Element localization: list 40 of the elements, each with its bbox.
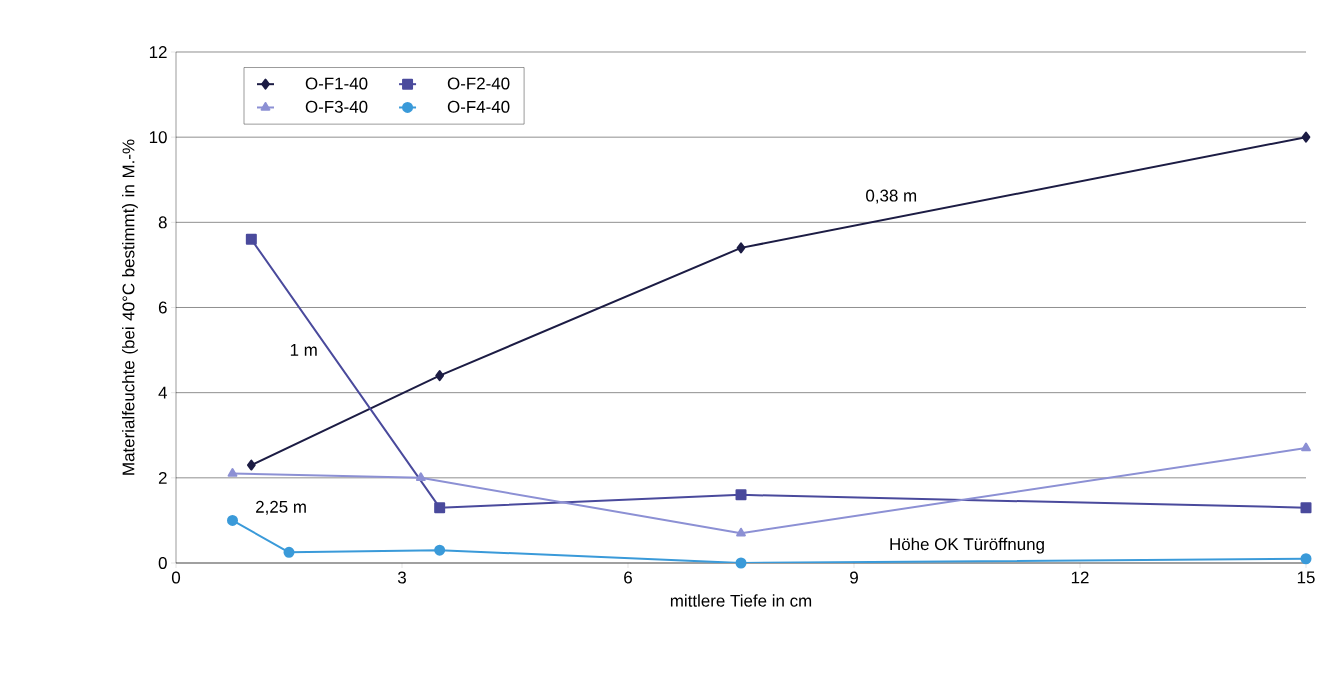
annotation: Höhe OK Türöffnung <box>890 537 1044 554</box>
annotation: 0,38 m <box>866 189 917 204</box>
point <box>245 233 257 245</box>
y-tick-label: 12 <box>149 46 167 58</box>
x-axis-title: mittlere Tiefe in cm <box>670 594 812 607</box>
y-tick-label: 6 <box>158 301 167 314</box>
annotation: 1 m <box>290 344 317 356</box>
point <box>435 370 445 382</box>
point <box>283 546 295 558</box>
point <box>1301 442 1311 452</box>
point <box>415 472 426 482</box>
y-tick-label: 2 <box>158 471 167 484</box>
point <box>1300 553 1312 565</box>
legend-label: O-F1-40 <box>305 77 368 90</box>
x-tick-label: 12 <box>1071 571 1089 584</box>
point <box>246 459 256 471</box>
legend-label: O-F3-40 <box>305 100 368 113</box>
point <box>1301 131 1311 143</box>
y-tick-label: 0 <box>158 557 167 569</box>
point <box>736 527 746 537</box>
x-tick-label: 3 <box>397 571 406 584</box>
point <box>735 557 747 569</box>
x-tick-label: 0 <box>171 571 181 584</box>
point <box>434 544 446 556</box>
point <box>227 514 238 526</box>
y-tick-label: 4 <box>158 386 167 399</box>
point <box>736 242 746 254</box>
point <box>434 502 446 514</box>
annotation: 2,25 m <box>256 500 306 515</box>
point <box>735 489 747 501</box>
legend-label: O-F2-40 <box>447 77 510 90</box>
y-tick-label: 10 <box>149 131 167 144</box>
point <box>227 468 238 477</box>
legend-label: O-F4-40 <box>447 100 510 113</box>
point <box>1300 502 1312 514</box>
y-tick-label: 8 <box>158 216 167 229</box>
x-tick-label: 15 <box>1297 571 1315 584</box>
y-axis-title: Materialfeuchte (bei 40°C bestimmt) in M.-% <box>122 139 138 475</box>
x-tick-label: 6 <box>624 571 632 584</box>
x-tick-label: 9 <box>850 571 858 584</box>
